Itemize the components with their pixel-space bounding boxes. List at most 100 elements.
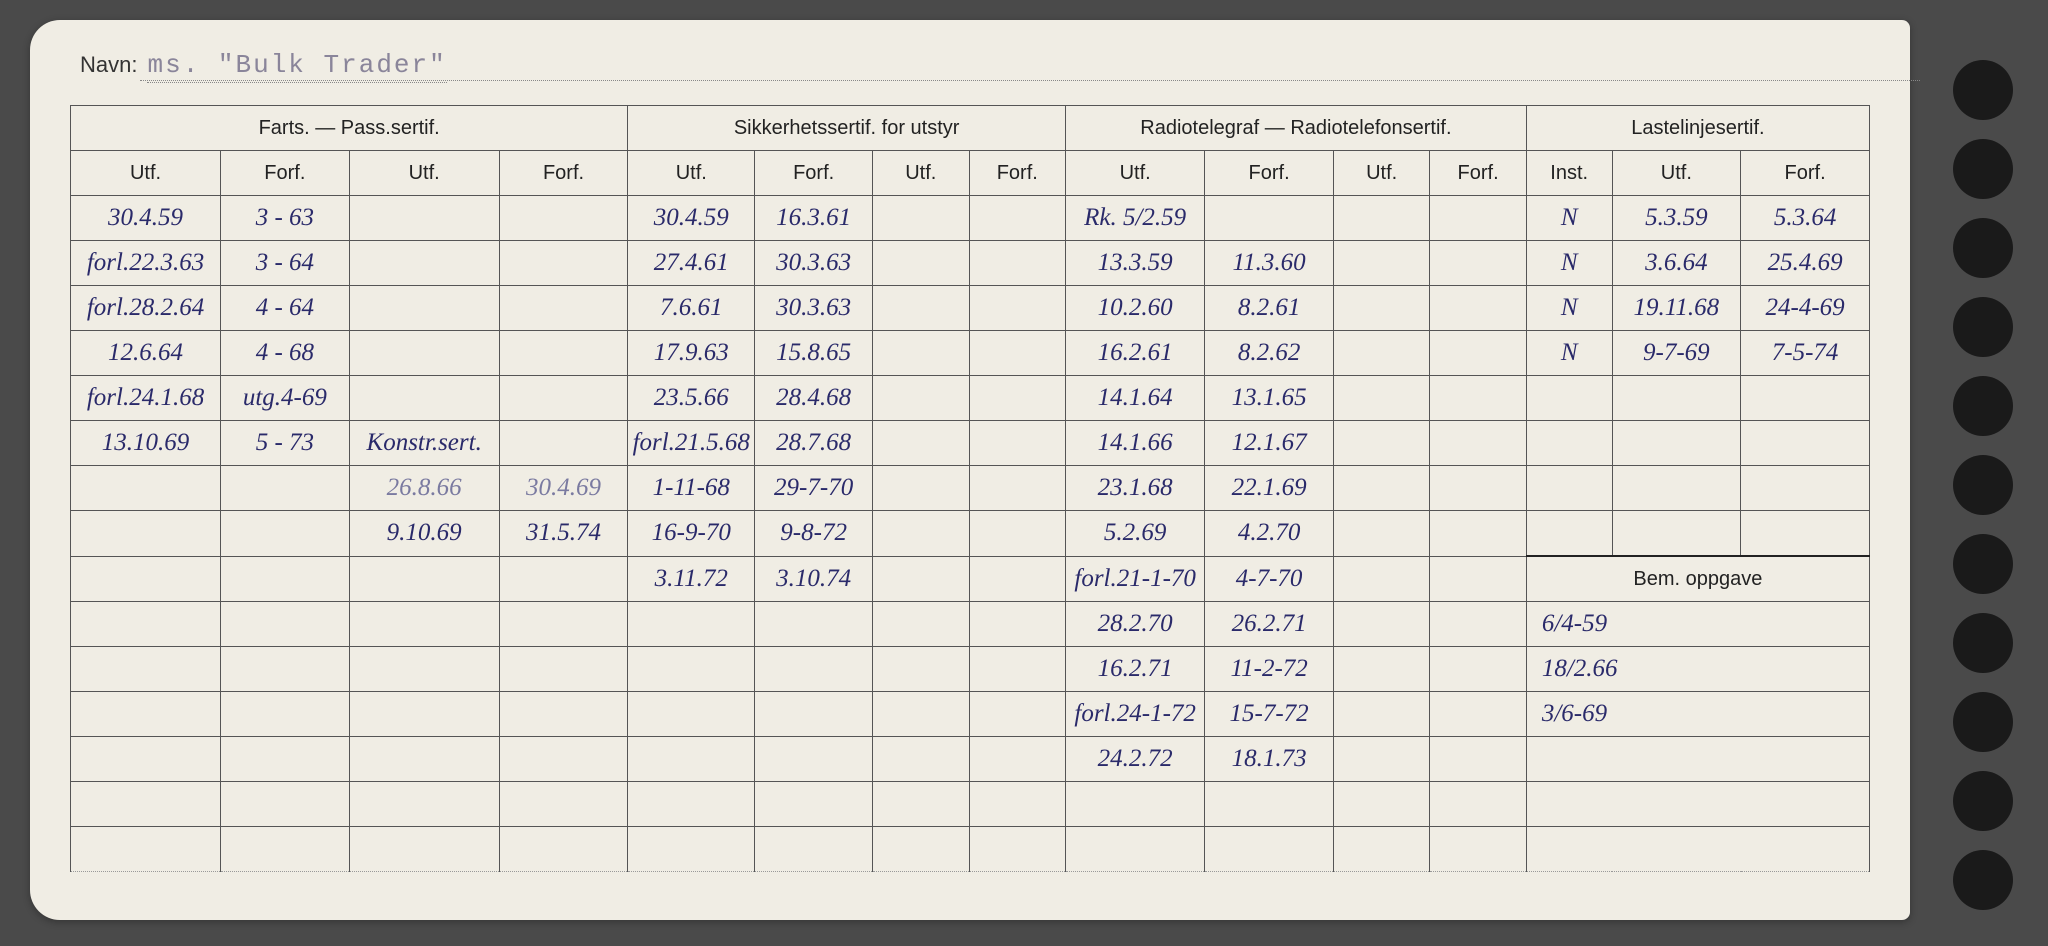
cell: N — [1526, 196, 1612, 241]
cell — [755, 602, 873, 647]
bem-cell: 6/4-59 — [1526, 602, 1869, 647]
cell — [1430, 737, 1526, 782]
table-row — [71, 782, 1870, 827]
cell: 4 - 68 — [221, 331, 350, 376]
cell — [1333, 647, 1429, 692]
cell: 30.4.59 — [628, 196, 755, 241]
cell: 17.9.63 — [628, 331, 755, 376]
cell: 10.2.60 — [1065, 286, 1204, 331]
cell: 26.8.66 — [349, 466, 499, 511]
col-utf: Utf. — [71, 151, 221, 196]
cell: 13.3.59 — [1065, 241, 1204, 286]
cell — [349, 286, 499, 331]
cell — [1333, 241, 1429, 286]
cell: 30.4.59 — [71, 196, 221, 241]
cell — [71, 466, 221, 511]
cell — [499, 286, 628, 331]
cell: Rk. 5/2.59 — [1065, 196, 1204, 241]
table-row: 28.2.7026.2.716/4-59 — [71, 602, 1870, 647]
cell — [1526, 511, 1612, 557]
cell — [1741, 376, 1870, 421]
cell: 31.5.74 — [499, 511, 628, 557]
cell — [499, 196, 628, 241]
cell — [1430, 376, 1526, 421]
cell: 5 - 73 — [221, 421, 350, 466]
table-row: forl.28.2.644 - 647.6.6130.3.6310.2.608.… — [71, 286, 1870, 331]
cell — [755, 827, 873, 872]
cell — [873, 602, 969, 647]
cell: 13.1.65 — [1205, 376, 1334, 421]
cell — [349, 331, 499, 376]
cell: 12.6.64 — [71, 331, 221, 376]
cell: 9.10.69 — [349, 511, 499, 557]
cell — [1612, 421, 1741, 466]
cell: 30.3.63 — [755, 286, 873, 331]
punch-hole — [1953, 60, 2013, 120]
cell: forl.21-1-70 — [1065, 556, 1204, 602]
cell — [873, 466, 969, 511]
cell — [873, 196, 969, 241]
cell: 22.1.69 — [1205, 466, 1334, 511]
cell — [221, 782, 350, 827]
cell — [1430, 782, 1526, 827]
cell: 28.4.68 — [755, 376, 873, 421]
cell: 28.7.68 — [755, 421, 873, 466]
cell — [873, 376, 969, 421]
cell: forl.24-1-72 — [1065, 692, 1204, 737]
punch-hole — [1953, 139, 2013, 199]
cell — [1741, 511, 1870, 557]
cell — [499, 331, 628, 376]
cell — [1065, 782, 1204, 827]
cell — [969, 737, 1065, 782]
cell — [1065, 827, 1204, 872]
cell — [969, 376, 1065, 421]
cell: 15-7-72 — [1205, 692, 1334, 737]
cell — [873, 331, 969, 376]
col-forf: Forf. — [1741, 151, 1870, 196]
cell: N — [1526, 286, 1612, 331]
cell: 7-5-74 — [1741, 331, 1870, 376]
punch-hole — [1953, 850, 2013, 910]
cell: forl.22.3.63 — [71, 241, 221, 286]
name-value: ms. "Bulk Trader" — [147, 50, 447, 83]
col-forf: Forf. — [1205, 151, 1334, 196]
bem-cell — [1526, 827, 1869, 872]
cell: 13.10.69 — [71, 421, 221, 466]
cell — [1333, 466, 1429, 511]
cell: 28.2.70 — [1065, 602, 1204, 647]
cell — [1430, 647, 1526, 692]
cell — [71, 692, 221, 737]
table-row: forl.22.3.633 - 6427.4.6130.3.6313.3.591… — [71, 241, 1870, 286]
cell: 18.1.73 — [1205, 737, 1334, 782]
cell — [873, 647, 969, 692]
cell — [1430, 466, 1526, 511]
cell — [71, 737, 221, 782]
col-utf: Utf. — [1612, 151, 1741, 196]
cell — [221, 647, 350, 692]
cell: 19.11.68 — [1612, 286, 1741, 331]
punch-holes — [1953, 60, 2013, 910]
cell: 24.2.72 — [1065, 737, 1204, 782]
cell — [499, 827, 628, 872]
cell: forl.28.2.64 — [71, 286, 221, 331]
cell: 1-11-68 — [628, 466, 755, 511]
punch-hole — [1953, 534, 2013, 594]
cell — [1430, 196, 1526, 241]
cell — [499, 376, 628, 421]
cell: 16.2.61 — [1065, 331, 1204, 376]
cell: N — [1526, 241, 1612, 286]
cell — [1333, 827, 1429, 872]
cell: 23.5.66 — [628, 376, 755, 421]
cell: 5.3.59 — [1612, 196, 1741, 241]
cell — [499, 647, 628, 692]
bem-cell: 3/6-69 — [1526, 692, 1869, 737]
cell — [221, 511, 350, 557]
cell — [1430, 331, 1526, 376]
cell: 9-7-69 — [1612, 331, 1741, 376]
cell — [1205, 196, 1334, 241]
cell — [221, 602, 350, 647]
cell — [628, 782, 755, 827]
cell — [873, 286, 969, 331]
cell: 8.2.61 — [1205, 286, 1334, 331]
table-row: 3.11.723.10.74forl.21-1-704-7-70Bem. opp… — [71, 556, 1870, 602]
